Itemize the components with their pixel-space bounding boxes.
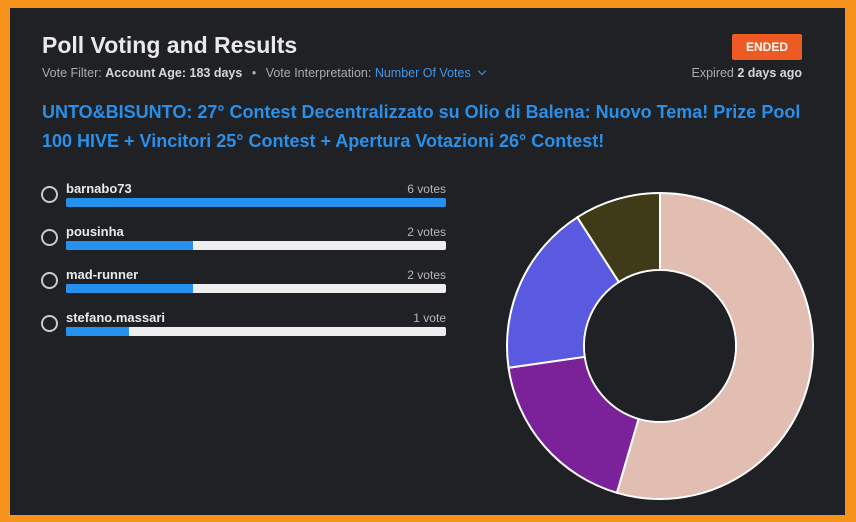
- donut-hole: [585, 271, 735, 421]
- radio-button[interactable]: [41, 229, 58, 246]
- option-name: pousinha: [66, 224, 124, 239]
- vote-bar-fill: [66, 241, 193, 250]
- results-donut-chart: [506, 191, 814, 500]
- vote-meta: Vote Filter: Account Age: 183 days • Vot…: [42, 66, 486, 80]
- vote-bar-track: [66, 284, 446, 293]
- expired-label: Expired: [691, 66, 734, 80]
- post-title-link[interactable]: UNTO&BISUNTO: 27° Contest Decentralizzat…: [42, 102, 801, 151]
- radio-button[interactable]: [41, 186, 58, 203]
- donut-slice-pousinha[interactable]: [507, 355, 640, 495]
- poll-panel: Poll Voting and Results ENDED Vote Filte…: [10, 8, 845, 515]
- account-age-value: 183 days: [189, 66, 243, 80]
- interpretation-label: Vote Interpretation:: [265, 66, 372, 80]
- vote-bar-track: [66, 327, 446, 336]
- option-votes: 2 votes: [407, 268, 446, 282]
- option-name: mad-runner: [66, 267, 139, 282]
- account-age-label: Account Age:: [105, 66, 187, 80]
- status-badge: ENDED: [731, 34, 802, 60]
- vote-bar-track: [66, 241, 446, 250]
- interpretation-value: Number Of Votes: [374, 66, 471, 80]
- donut-slice-barnabo73[interactable]: [615, 191, 814, 500]
- poll-option[interactable]: stefano.massari 1 vote: [40, 307, 448, 350]
- vote-filter-label: Vote Filter:: [42, 66, 102, 80]
- poll-options: barnabo73 6 votes pousinha 2 votes mad-r…: [40, 178, 448, 350]
- option-name: barnabo73: [66, 181, 132, 196]
- radio-button[interactable]: [41, 315, 58, 332]
- option-votes: 6 votes: [407, 182, 446, 196]
- expiry-info: Expired 2 days ago: [692, 66, 803, 80]
- poll-option[interactable]: mad-runner 2 votes: [40, 264, 448, 307]
- poll-option[interactable]: barnabo73 6 votes: [40, 178, 448, 221]
- option-votes: 1 vote: [413, 311, 446, 325]
- vote-bar-fill: [66, 284, 193, 293]
- expired-value: 2 days ago: [737, 66, 802, 80]
- interpretation-dropdown[interactable]: Number Of Votes: [374, 66, 486, 80]
- page-title: Poll Voting and Results: [42, 32, 298, 58]
- vote-bar-fill: [66, 327, 130, 336]
- radio-button[interactable]: [41, 272, 58, 289]
- poll-option[interactable]: pousinha 2 votes: [40, 221, 448, 264]
- donut-slice-mad-runner[interactable]: [506, 215, 621, 369]
- vote-bar-fill: [66, 198, 446, 207]
- donut-slice-stefano-massari[interactable]: [575, 191, 661, 284]
- separator-dot: •: [251, 66, 257, 80]
- chevron-down-icon: [477, 66, 486, 76]
- option-name: stefano.massari: [66, 310, 165, 325]
- option-votes: 2 votes: [407, 225, 446, 239]
- vote-bar-track: [66, 198, 446, 207]
